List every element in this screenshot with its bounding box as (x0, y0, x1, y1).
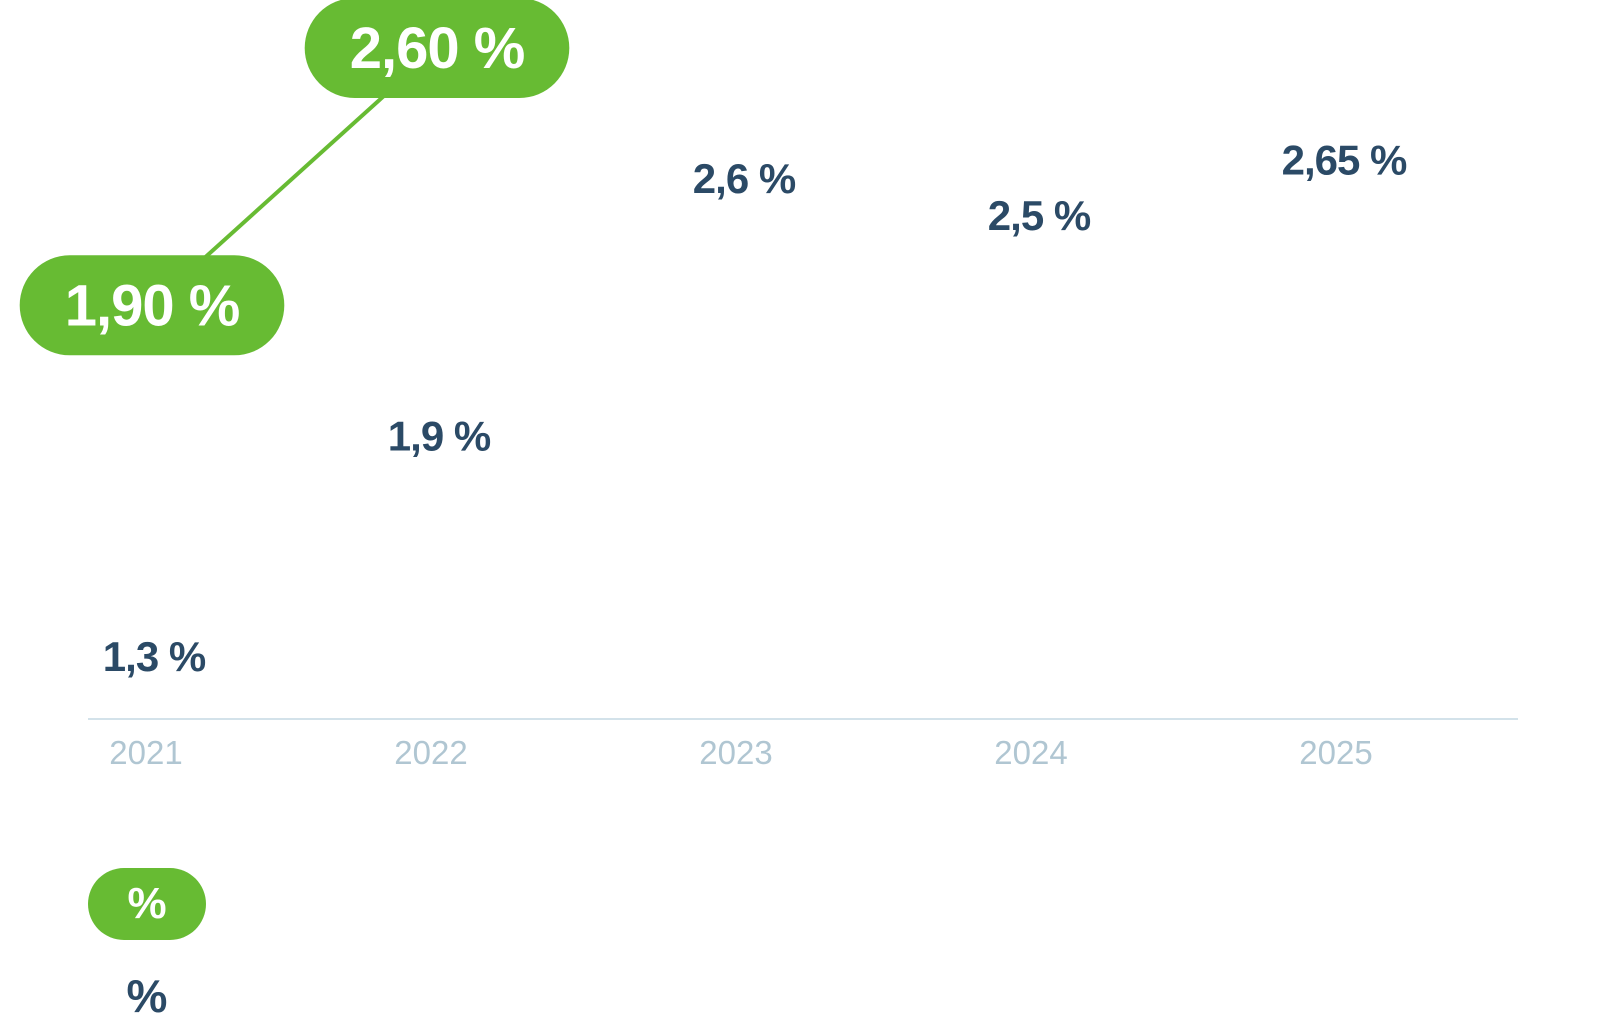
primary-series-markers: 1,90 %2,60 %3,10 %3 %3% (19, 0, 570, 356)
x-axis: 2021 2022 2023 2024 2025 (88, 718, 1518, 771)
secondary-series-labels: 1,3 % 1,9 % 2,6 % 2,5 % 2,65 % (103, 137, 1408, 680)
legend-pill-marker (88, 868, 206, 940)
secondary-data-label: 1,3 % (103, 633, 206, 680)
series-line (150, 0, 521, 307)
x-tick-label: 2025 (1299, 734, 1372, 771)
x-tick-label: 2024 (994, 734, 1067, 771)
legend-entry-text: % (127, 970, 168, 1022)
secondary-data-label: 2,65 % (1282, 137, 1407, 184)
legend: %% (88, 868, 206, 1022)
data-point-pill (19, 255, 285, 356)
x-tick-label: 2023 (699, 734, 772, 771)
secondary-data-label: 2,5 % (988, 192, 1091, 239)
primary-data-label: 2,60 % (350, 16, 525, 81)
series-line-layer (150, 0, 521, 307)
legend-text-label: % (127, 970, 168, 1022)
data-point-marker: 1,90 % (19, 255, 285, 356)
data-point-pill (304, 0, 570, 98)
legend-entry-pill: % (88, 868, 206, 940)
legend-pill-label: % (127, 879, 166, 928)
data-point-marker: 2,60 % (304, 0, 570, 98)
secondary-data-label: 2,6 % (693, 155, 796, 202)
x-tick-label: 2021 (109, 734, 182, 771)
primary-data-label: 1,90 % (65, 273, 240, 338)
x-tick-label: 2022 (394, 734, 467, 771)
secondary-data-label: 1,9 % (388, 412, 491, 459)
